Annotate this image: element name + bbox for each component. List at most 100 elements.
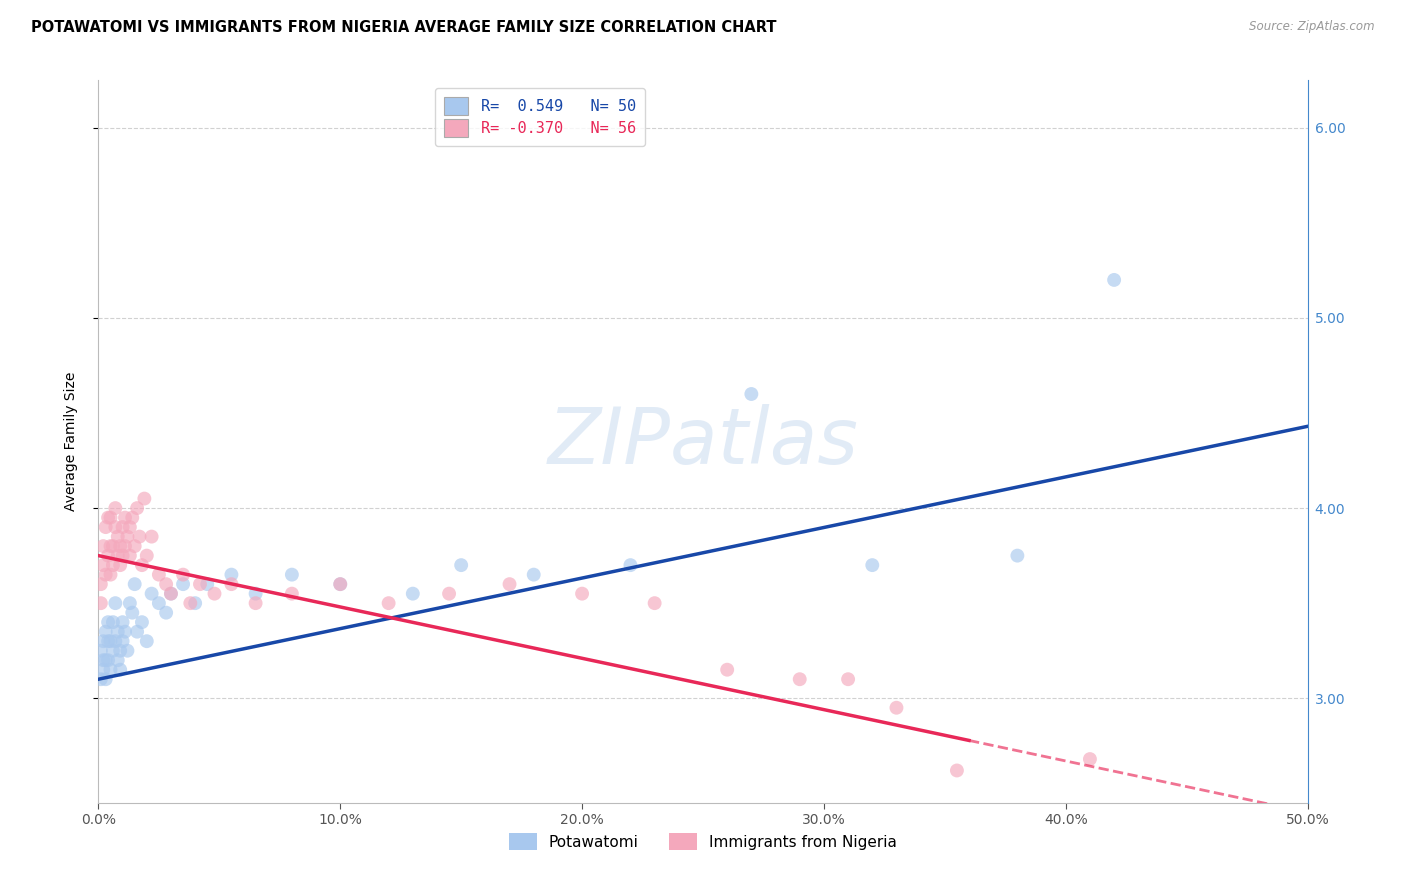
Point — [100, 510, 122, 524]
Point — [141, 530, 163, 544]
Point — [104, 520, 127, 534]
Point — [281, 587, 304, 601]
Point — [91, 634, 114, 648]
Point — [100, 634, 122, 648]
Point — [1007, 549, 1029, 563]
Point — [108, 558, 131, 573]
Point — [245, 596, 267, 610]
Point — [135, 634, 157, 648]
Point — [619, 558, 641, 573]
Point — [127, 501, 149, 516]
Point — [179, 596, 201, 610]
Point — [94, 624, 117, 639]
Point — [135, 549, 157, 563]
Point — [184, 596, 207, 610]
Point — [946, 764, 969, 778]
Point — [107, 624, 129, 639]
Point — [117, 643, 139, 657]
Point — [886, 700, 908, 714]
Point — [329, 577, 352, 591]
Point — [402, 587, 425, 601]
Point — [160, 587, 183, 601]
Point — [148, 567, 170, 582]
Point — [100, 567, 122, 582]
Point — [121, 606, 143, 620]
Point — [121, 510, 143, 524]
Point — [94, 653, 117, 667]
Point — [245, 587, 267, 601]
Point — [108, 539, 131, 553]
Y-axis label: Average Family Size: Average Family Size — [63, 372, 77, 511]
Point — [90, 643, 112, 657]
Point — [94, 672, 117, 686]
Point — [281, 567, 304, 582]
Point — [837, 672, 859, 686]
Point — [118, 596, 141, 610]
Point — [172, 567, 194, 582]
Point — [1078, 752, 1101, 766]
Point — [134, 491, 156, 506]
Point — [97, 510, 120, 524]
Point — [155, 577, 177, 591]
Point — [498, 577, 520, 591]
Point — [740, 387, 762, 401]
Point — [94, 567, 117, 582]
Point — [377, 596, 399, 610]
Point — [94, 520, 117, 534]
Text: ZIPatlas: ZIPatlas — [547, 403, 859, 480]
Point — [91, 653, 114, 667]
Point — [101, 558, 124, 573]
Point — [101, 643, 124, 657]
Point — [124, 539, 146, 553]
Point — [188, 577, 211, 591]
Point — [450, 558, 472, 573]
Point — [644, 596, 666, 610]
Point — [107, 653, 129, 667]
Point — [195, 577, 218, 591]
Point — [111, 549, 134, 563]
Point — [91, 558, 114, 573]
Point — [101, 615, 124, 630]
Point — [90, 596, 112, 610]
Point — [114, 539, 136, 553]
Point — [91, 663, 114, 677]
Point — [100, 663, 122, 677]
Point — [111, 520, 134, 534]
Point — [114, 624, 136, 639]
Point — [860, 558, 883, 573]
Point — [131, 558, 153, 573]
Point — [131, 615, 153, 630]
Point — [97, 634, 120, 648]
Point — [97, 653, 120, 667]
Point — [155, 606, 177, 620]
Point — [90, 672, 112, 686]
Point — [101, 539, 124, 553]
Point — [221, 567, 243, 582]
Point — [1102, 273, 1125, 287]
Point — [789, 672, 811, 686]
Point — [107, 549, 129, 563]
Point — [104, 596, 127, 610]
Point — [97, 549, 120, 563]
Point — [118, 520, 141, 534]
Point — [204, 587, 226, 601]
Point — [160, 587, 183, 601]
Text: Source: ZipAtlas.com: Source: ZipAtlas.com — [1250, 20, 1375, 33]
Point — [118, 549, 141, 563]
Text: POTAWATOMI VS IMMIGRANTS FROM NIGERIA AVERAGE FAMILY SIZE CORRELATION CHART: POTAWATOMI VS IMMIGRANTS FROM NIGERIA AV… — [31, 20, 776, 35]
Point — [107, 530, 129, 544]
Point — [117, 530, 139, 544]
Legend: Potawatomi, Immigrants from Nigeria: Potawatomi, Immigrants from Nigeria — [503, 827, 903, 856]
Point — [523, 567, 546, 582]
Point — [97, 615, 120, 630]
Point — [111, 634, 134, 648]
Point — [124, 577, 146, 591]
Point — [114, 510, 136, 524]
Point — [108, 663, 131, 677]
Point — [141, 587, 163, 601]
Point — [127, 624, 149, 639]
Point — [437, 587, 460, 601]
Point — [100, 539, 122, 553]
Point — [104, 501, 127, 516]
Point — [108, 643, 131, 657]
